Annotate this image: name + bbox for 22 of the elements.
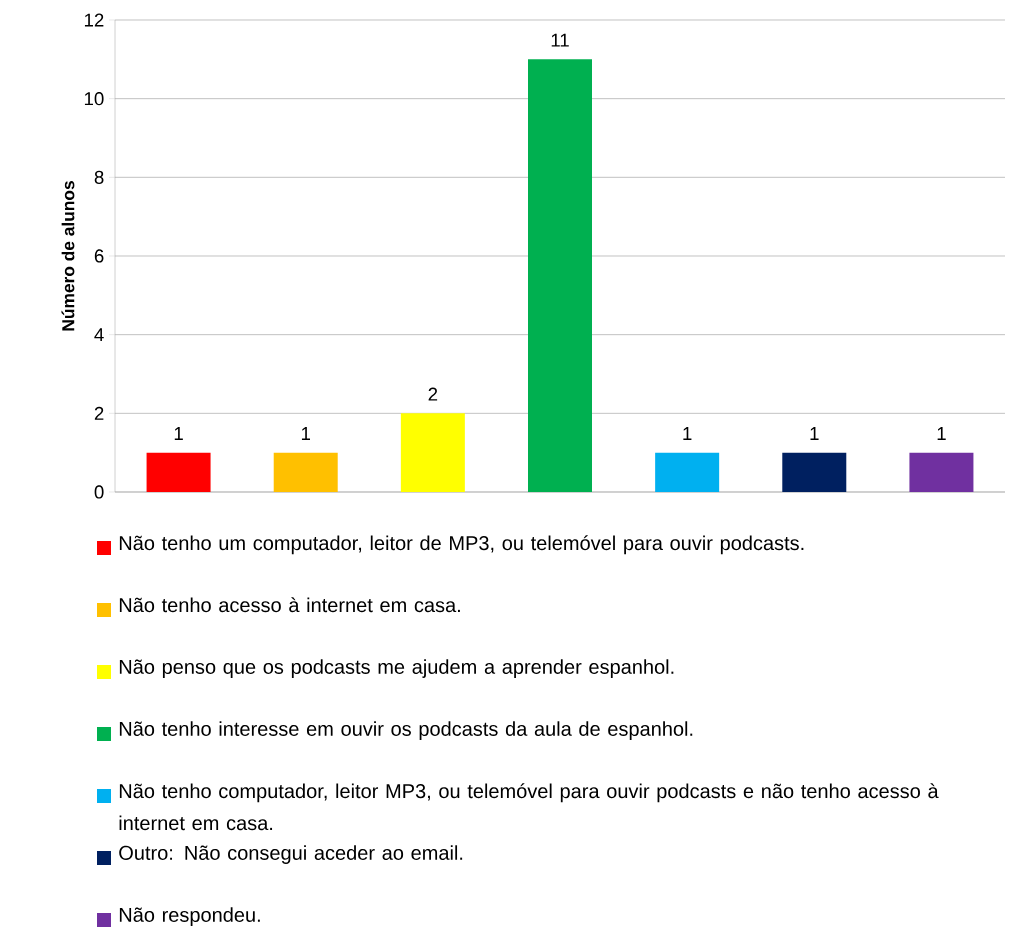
legend-label: Não tenho acesso à internet em casa. <box>119 597 460 613</box>
legend-label: Não respondeu. <box>119 907 260 926</box>
data-label: 1 <box>810 427 819 440</box>
data-label: 1 <box>937 427 946 440</box>
legend-label: Não tenho um computador, leitor de MP3, ou telemóvel para ouvir podcasts. <box>119 535 804 555</box>
legend-label: Não tenho interesse em ouvir os podcasts da aula de espanhol. <box>119 721 693 740</box>
y-axis-title: Número de alunos <box>61 181 75 331</box>
data-label: 1 <box>301 427 310 440</box>
data-label: 2 <box>428 387 438 401</box>
legend-label: Não tenho computador, leitor MP3, ou telemóvel para ouvir podcasts e não tenho acesso à internet em casa. <box>119 783 939 831</box>
data-label: 1 <box>174 427 183 440</box>
y-tick-label: 12 <box>84 13 104 27</box>
data-label: 11 <box>551 33 569 47</box>
legend-label: Não penso que os podcasts me ajudem a aprender espanhol. <box>119 659 674 678</box>
y-tick-label: 6 <box>94 249 104 263</box>
y-tick-label: 0 <box>94 485 104 499</box>
y-tick-label: 8 <box>94 170 104 184</box>
y-tick-label: 10 <box>84 92 104 106</box>
legend-label: Outro: Não consegui aceder ao email. <box>119 845 463 864</box>
data-label: 1 <box>683 427 692 440</box>
y-tick-label: 4 <box>94 328 104 342</box>
y-tick-label: 2 <box>94 406 104 420</box>
